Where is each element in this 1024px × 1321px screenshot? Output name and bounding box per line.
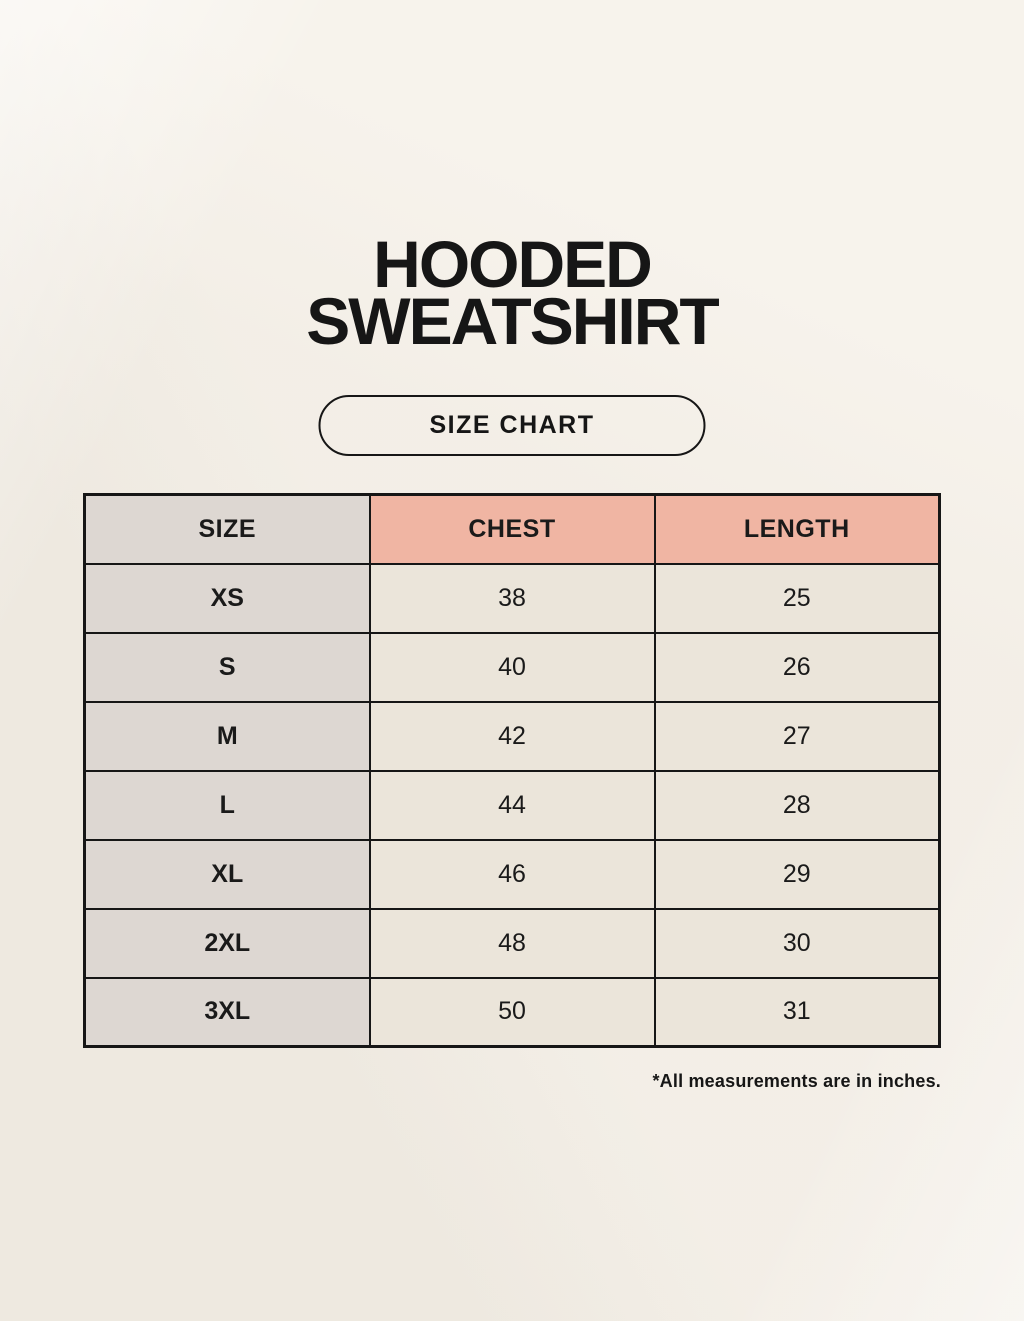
length-cell: 29 (653, 838, 941, 910)
length-cell: 28 (653, 769, 941, 841)
column-header-size: SIZE (83, 493, 371, 565)
table-row: 2XL 48 30 (83, 907, 941, 979)
page-title: HOODED SWEATSHIRT (0, 227, 1024, 358)
chest-cell: 46 (368, 838, 656, 910)
size-cell: 2XL (83, 907, 371, 979)
measurements-footnote: *All measurements are in inches. (652, 1071, 941, 1091)
size-cell: L (83, 769, 371, 841)
column-header-chest: CHEST (368, 493, 656, 565)
length-cell: 31 (653, 976, 941, 1048)
chest-cell: 42 (368, 700, 656, 772)
size-chart-table: SIZE CHEST LENGTH XS 38 25 S 40 26 M 42 … (83, 493, 941, 1048)
chest-cell: 50 (368, 976, 656, 1048)
length-cell: 26 (653, 631, 941, 703)
length-cell: 30 (653, 907, 941, 979)
chest-cell: 44 (368, 769, 656, 841)
table-row: XS 38 25 (83, 562, 941, 634)
size-cell: 3XL (83, 976, 371, 1048)
table-row: M 42 27 (83, 700, 941, 772)
chest-cell: 48 (368, 907, 656, 979)
chest-cell: 40 (368, 631, 656, 703)
title-line-2: SWEATSHIRT (306, 284, 719, 358)
chest-cell: 38 (368, 562, 656, 634)
table-header-row: SIZE CHEST LENGTH (83, 493, 941, 565)
size-chart-badge[interactable]: SIZE CHART (318, 395, 706, 456)
table-row: S 40 26 (83, 631, 941, 703)
table-row: 3XL 50 31 (83, 976, 941, 1048)
length-cell: 25 (653, 562, 941, 634)
table-row: XL 46 29 (83, 838, 941, 910)
size-chart-badge-label: SIZE CHART (429, 411, 595, 439)
size-cell: S (83, 631, 371, 703)
size-cell: M (83, 700, 371, 772)
title-line-1: HOODED (373, 227, 653, 301)
size-cell: XL (83, 838, 371, 910)
size-cell: XS (83, 562, 371, 634)
table-row: L 44 28 (83, 769, 941, 841)
column-header-length: LENGTH (653, 493, 941, 565)
length-cell: 27 (653, 700, 941, 772)
